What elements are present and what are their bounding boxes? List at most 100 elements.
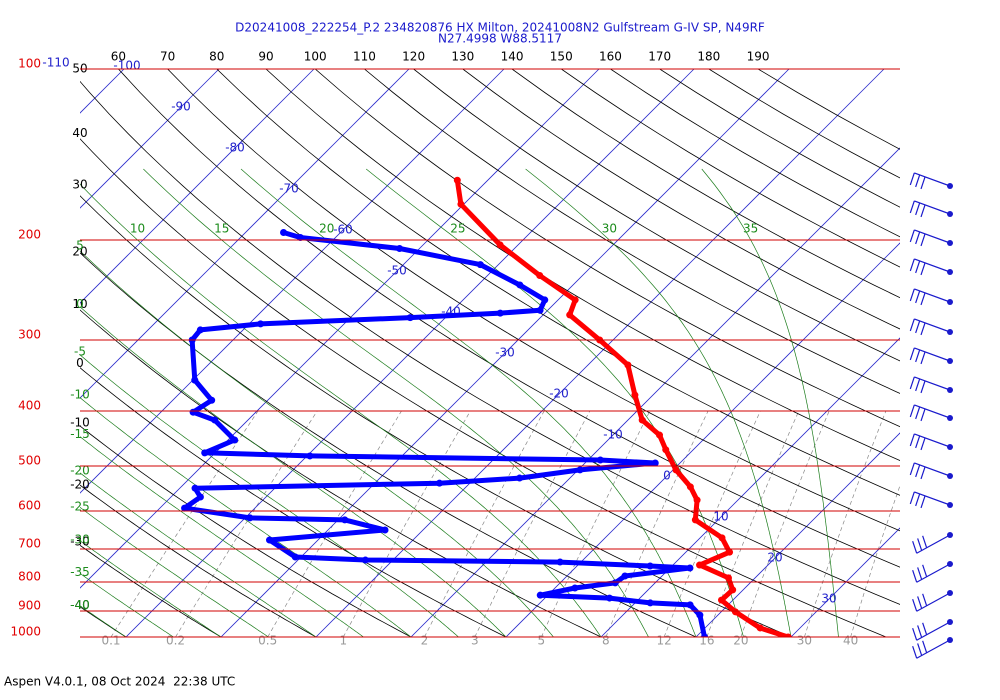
profile-point	[291, 553, 299, 561]
barb-tick	[922, 564, 928, 577]
dry-adiabat	[80, 309, 602, 637]
profile-point	[341, 516, 349, 524]
profile-point	[651, 459, 659, 467]
profile-point	[516, 474, 524, 482]
profile-point	[686, 601, 694, 609]
dry-adiabat	[413, 69, 900, 362]
barb-tick	[915, 378, 921, 392]
mixing-ratio-label: 0.5	[258, 634, 277, 648]
dry-adiabat-label: 20	[72, 245, 87, 259]
barb-tick	[920, 322, 926, 336]
profile-point	[296, 234, 304, 242]
profile-point	[306, 452, 314, 460]
profile-point	[696, 611, 704, 619]
profile-point	[596, 456, 604, 464]
isotherm	[695, 432, 900, 637]
isotherm-label: -10	[603, 428, 623, 442]
moist-adiabat-label: 15	[214, 221, 229, 235]
profile-point	[536, 306, 544, 314]
footer: Aspen V4.0.1, 08 Oct 2024 22:38 UTC	[4, 675, 235, 689]
dry-adiabat	[80, 195, 792, 637]
barb-tick	[920, 466, 926, 480]
profiles	[181, 176, 792, 637]
mixing-ratio-label: 40	[843, 634, 858, 648]
pressure-label: 1000	[10, 625, 41, 639]
barb-station	[947, 415, 953, 421]
mixing-ratio-label: 12	[656, 634, 671, 648]
isotherm	[220, 69, 790, 637]
barb-tick	[915, 290, 921, 304]
dry-adiabat-label: 180	[697, 50, 720, 64]
barb-staff	[914, 376, 951, 391]
mixing-ratio-label: 0.1	[101, 634, 120, 648]
moist-adiabat	[525, 168, 792, 637]
moist-adiabat	[80, 436, 364, 637]
barb-tick	[915, 202, 921, 216]
dry-adiabat	[80, 138, 887, 637]
barb-station	[947, 502, 953, 508]
profile-point	[693, 496, 701, 504]
dry-adiabat-label: 120	[402, 50, 425, 64]
profile-point	[686, 564, 694, 572]
barb-staff	[916, 563, 951, 583]
barb-tick	[912, 599, 918, 612]
isotherm	[410, 147, 900, 637]
mixing-ratio-label: 3	[471, 634, 479, 648]
isotherm	[125, 69, 695, 637]
profile-point	[541, 296, 549, 304]
barb-staff	[914, 200, 951, 215]
barb-staff	[914, 491, 951, 506]
isotherm	[80, 69, 505, 494]
barb-tick	[909, 288, 915, 302]
barb-tick	[922, 622, 928, 635]
profile-point	[536, 272, 544, 280]
profile-point	[611, 579, 619, 587]
barb-tick	[909, 318, 915, 332]
moist-adiabat-label: 10	[130, 221, 145, 235]
barb-tick	[909, 347, 915, 361]
profile-point	[638, 416, 646, 424]
barb-station	[947, 532, 953, 538]
profile-point	[208, 396, 216, 404]
dry-adiabat-label: 70	[160, 50, 175, 64]
profile-point	[726, 548, 734, 556]
moist-adiabat-label: -20	[70, 463, 90, 477]
barb-tick	[915, 464, 921, 478]
profile-point	[701, 633, 709, 637]
isotherm-label: -30	[495, 346, 515, 360]
profile-point	[724, 574, 732, 582]
isotherm	[315, 69, 885, 637]
isotherm	[790, 527, 900, 637]
barb-station	[947, 358, 953, 364]
barb-staff	[914, 462, 951, 477]
pressure-label: 700	[18, 537, 41, 551]
moist-adiabat-label: 5	[76, 239, 84, 253]
profile-point	[396, 244, 404, 252]
barb-tick	[909, 172, 915, 186]
mixing-ratio-label: 30	[797, 634, 812, 648]
profile-point	[696, 561, 704, 569]
moist-adiabat-label: 30	[602, 221, 617, 235]
mixing-ratio-label: 20	[733, 634, 748, 648]
barb-station	[947, 619, 953, 625]
pressure-label: 800	[18, 569, 41, 583]
dry-adiabat	[80, 80, 900, 605]
isotherm-label: -60	[333, 223, 353, 237]
profile-point	[211, 416, 219, 424]
profile-point	[496, 241, 504, 249]
moist-adiabat	[80, 397, 412, 637]
moist-adiabat-label: -30	[70, 533, 90, 547]
isotherm-label: -110	[42, 56, 69, 70]
barb-tick	[917, 567, 923, 580]
dry-adiabat-label: 30	[72, 177, 87, 191]
profile-point	[361, 556, 369, 564]
barb-tick	[920, 176, 926, 190]
profile-point	[729, 586, 737, 594]
barb-staff	[916, 534, 951, 554]
moist-adiabat	[701, 168, 839, 637]
barb-station	[947, 329, 953, 335]
profile-point	[453, 176, 461, 184]
dry-adiabat-label: 0	[76, 356, 84, 370]
barb-tick	[909, 433, 915, 447]
barb-station	[947, 240, 953, 246]
